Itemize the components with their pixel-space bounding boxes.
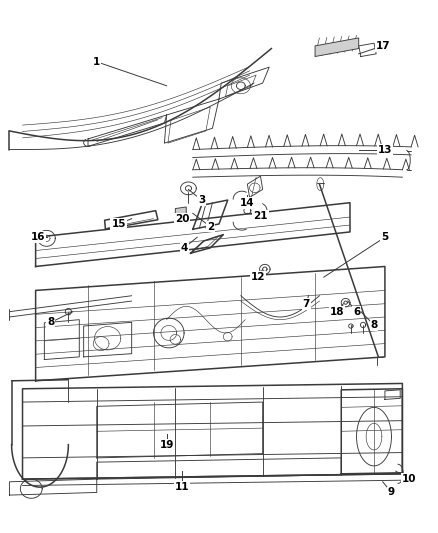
Text: 9: 9 [388, 488, 395, 497]
Text: 10: 10 [402, 474, 416, 484]
Text: 7: 7 [303, 298, 310, 309]
Text: 8: 8 [371, 320, 378, 330]
Text: 1: 1 [93, 57, 100, 67]
Text: 4: 4 [180, 243, 188, 253]
Text: 14: 14 [240, 198, 254, 208]
Text: 15: 15 [111, 219, 126, 229]
Polygon shape [175, 207, 186, 215]
Text: 20: 20 [175, 214, 189, 224]
Text: 21: 21 [253, 211, 268, 221]
Text: 17: 17 [375, 41, 390, 51]
Text: 8: 8 [47, 317, 54, 327]
Text: 16: 16 [31, 232, 45, 243]
Text: 11: 11 [175, 482, 189, 492]
Text: 13: 13 [378, 144, 392, 155]
Text: 12: 12 [251, 272, 265, 282]
Text: 2: 2 [207, 222, 214, 232]
Text: 5: 5 [381, 232, 389, 243]
Text: 18: 18 [330, 306, 344, 317]
Text: 3: 3 [198, 195, 205, 205]
Polygon shape [315, 38, 359, 56]
Text: 6: 6 [353, 306, 360, 317]
Text: 19: 19 [159, 440, 174, 450]
